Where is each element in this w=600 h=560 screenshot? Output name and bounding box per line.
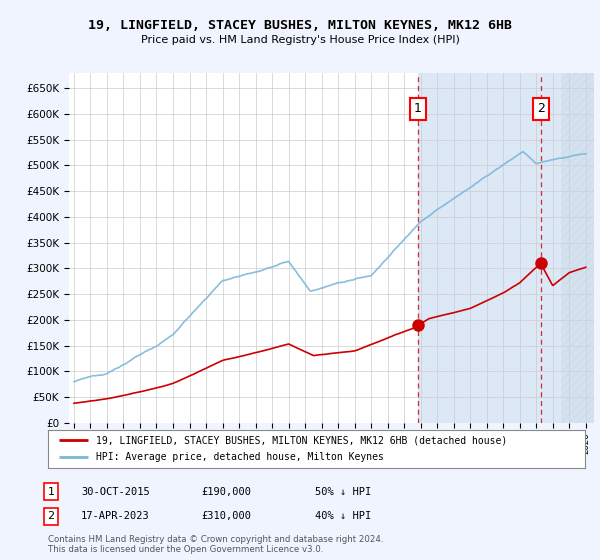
Text: 19, LINGFIELD, STACEY BUSHES, MILTON KEYNES, MK12 6HB: 19, LINGFIELD, STACEY BUSHES, MILTON KEY… [88, 18, 512, 32]
Text: £190,000: £190,000 [201, 487, 251, 497]
Bar [561, 73, 594, 423]
Text: Contains HM Land Registry data © Crown copyright and database right 2024.
This d: Contains HM Land Registry data © Crown c… [48, 535, 383, 554]
Text: 17-APR-2023: 17-APR-2023 [81, 511, 150, 521]
Text: £310,000: £310,000 [201, 511, 251, 521]
Text: 40% ↓ HPI: 40% ↓ HPI [315, 511, 371, 521]
Text: Price paid vs. HM Land Registry's House Price Index (HPI): Price paid vs. HM Land Registry's House … [140, 35, 460, 45]
Text: 1: 1 [414, 102, 422, 115]
Text: 30-OCT-2015: 30-OCT-2015 [81, 487, 150, 497]
Text: 50% ↓ HPI: 50% ↓ HPI [315, 487, 371, 497]
Bar [418, 73, 594, 423]
Text: 2: 2 [47, 511, 55, 521]
Text: 1: 1 [47, 487, 55, 497]
Text: 19, LINGFIELD, STACEY BUSHES, MILTON KEYNES, MK12 6HB (detached house): 19, LINGFIELD, STACEY BUSHES, MILTON KEY… [97, 435, 508, 445]
Text: 2: 2 [537, 102, 545, 115]
Text: HPI: Average price, detached house, Milton Keynes: HPI: Average price, detached house, Milt… [97, 452, 384, 462]
